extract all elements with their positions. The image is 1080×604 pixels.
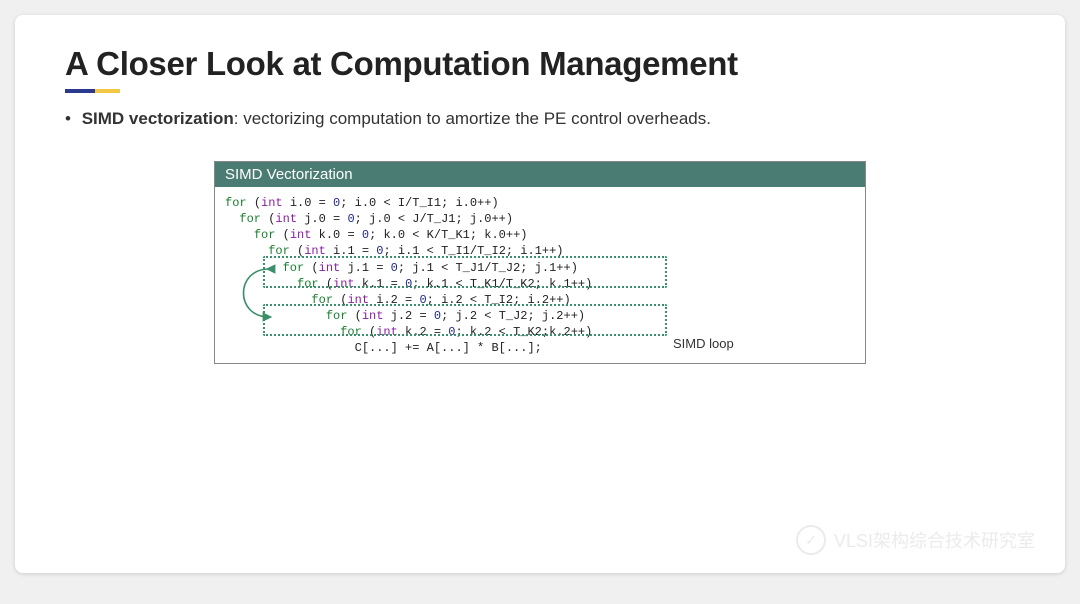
code-box-header: SIMD Vectorization xyxy=(215,162,865,187)
bullet-rest: : vectorizing computation to amortize th… xyxy=(234,109,711,128)
code-lines: for (int i.0 = 0; i.0 < I/T_I1; i.0++) f… xyxy=(225,195,855,357)
title-underline xyxy=(65,89,120,93)
code-line: for (int j.0 = 0; j.0 < J/T_J1; j.0++) xyxy=(225,211,855,227)
watermark-icon: ✓ xyxy=(796,525,826,555)
bullet-line: • SIMD vectorization: vectorizing comput… xyxy=(65,107,1015,131)
slide: A Closer Look at Computation Management … xyxy=(15,15,1065,573)
slide-title: A Closer Look at Computation Management xyxy=(65,45,1015,83)
watermark-text: VLSI架构综合技术研究室 xyxy=(834,527,1035,553)
code-line: for (int k.0 = 0; k.0 < K/T_K1; k.0++) xyxy=(225,227,855,243)
bullet-lead: SIMD vectorization xyxy=(82,109,234,128)
code-box-body: for (int i.0 = 0; i.0 < I/T_I1; i.0++) f… xyxy=(215,187,865,363)
code-line: C[...] += A[...] * B[...]; xyxy=(225,340,855,356)
watermark: ✓ VLSI架构综合技术研究室 xyxy=(796,525,1035,555)
code-line: for (int i.0 = 0; i.0 < I/T_I1; i.0++) xyxy=(225,195,855,211)
code-line: for (int i.1 = 0; i.1 < T_I1/T_I2; i.1++… xyxy=(225,243,855,259)
code-line: for (int k.2 = 0; k.2 < T_K2;k.2++) xyxy=(225,324,855,340)
code-line: for (int j.2 = 0; j.2 < T_J2; j.2++) xyxy=(225,308,855,324)
code-line: for (int i.2 = 0; i.2 < T_I2; i.2++) xyxy=(225,292,855,308)
simd-loop-label: SIMD loop xyxy=(673,335,734,353)
code-line: for (int j.1 = 0; j.1 < T_J1/T_J2; j.1++… xyxy=(225,260,855,276)
code-box: SIMD Vectorization for (int i.0 = 0; i.0… xyxy=(214,161,866,364)
code-line: for (int k.1 = 0; k.1 < T_K1/T_K2; k.1++… xyxy=(225,276,855,292)
bullet-dot: • xyxy=(65,109,71,128)
